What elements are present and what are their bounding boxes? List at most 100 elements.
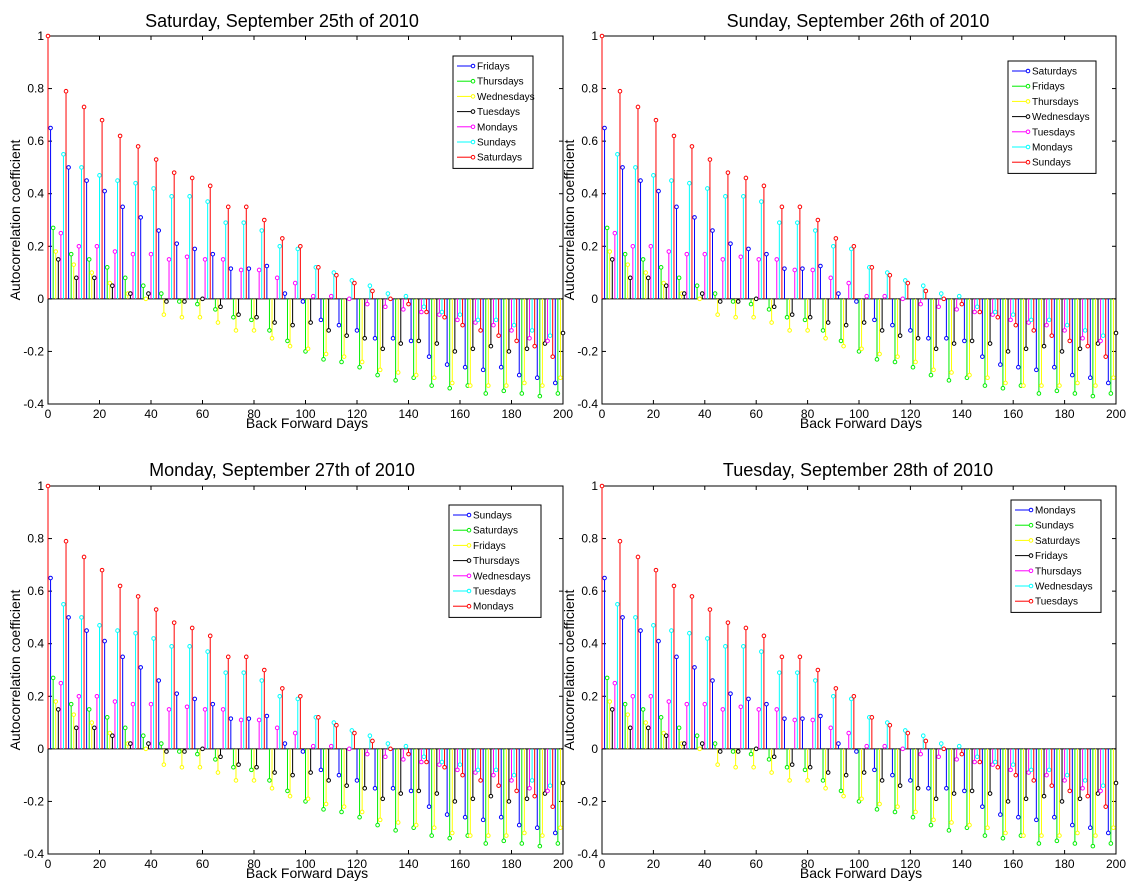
stem-marker — [110, 283, 115, 289]
stem-marker — [733, 314, 738, 320]
stem-marker — [1067, 788, 1073, 794]
stem-marker — [452, 349, 458, 354]
stem-marker — [398, 341, 404, 346]
legend-entry-sundays: Sundays — [473, 511, 512, 522]
y-tick-label: 0.2 — [27, 689, 44, 703]
stem-marker — [372, 785, 378, 791]
stem-marker — [238, 717, 244, 723]
stem-marker — [424, 309, 429, 315]
stem-marker — [413, 372, 419, 378]
stem-marker — [200, 746, 205, 752]
stem-marker — [434, 341, 440, 346]
stem-marker — [148, 701, 154, 707]
stem-marker — [146, 291, 151, 296]
stem-marker — [1057, 833, 1062, 838]
legend-swatch-marker — [1025, 159, 1031, 165]
stem-marker — [241, 220, 246, 225]
stem-marker — [514, 338, 519, 344]
stem-marker — [53, 249, 59, 254]
stem-marker — [267, 778, 272, 783]
stem-marker — [884, 720, 890, 725]
legend-entry-thursdays: Thursdays — [477, 77, 524, 88]
y-tick-label: -0.4 — [577, 847, 598, 861]
stem-marker — [1077, 796, 1083, 802]
stem-marker — [717, 299, 723, 304]
stem-marker — [1059, 799, 1065, 804]
stem-marker — [1049, 783, 1055, 788]
stem-marker — [856, 799, 862, 804]
stem-marker — [795, 220, 800, 225]
x-tick-label: 120 — [900, 857, 920, 871]
stem-marker — [743, 175, 749, 181]
stem-marker — [779, 654, 785, 660]
stem-marker — [398, 791, 404, 796]
x-tick-label: 0 — [599, 857, 606, 871]
stem-marker — [61, 601, 66, 607]
stem-marker — [236, 312, 241, 317]
stem-marker — [514, 788, 519, 794]
stem-marker — [66, 165, 71, 170]
x-tick-label: 0 — [45, 407, 52, 421]
stem-marker — [359, 809, 365, 815]
stem-marker — [473, 320, 478, 325]
legend: Mondays Sundays Saturdays Fridays Thursdays W… — [1010, 499, 1102, 613]
series-thursdays — [50, 225, 561, 399]
stem-marker — [1085, 793, 1091, 799]
stem-marker — [354, 328, 360, 333]
stem-marker — [390, 335, 396, 341]
x-axis-label: Back Forward Days — [246, 865, 368, 881]
stem-marker — [56, 707, 61, 712]
stem-marker — [102, 638, 107, 644]
stem-marker — [1072, 391, 1078, 396]
y-tick-label: 0.2 — [581, 689, 598, 703]
stem-marker — [995, 314, 1001, 320]
stem-marker — [264, 263, 270, 269]
stem-marker — [447, 385, 453, 391]
stem-marker — [926, 335, 931, 341]
stem-marker — [897, 783, 903, 788]
y-tick-label: 0.8 — [581, 532, 598, 546]
stem-marker — [1100, 333, 1106, 338]
stem-marker — [117, 133, 123, 139]
stem-marker — [61, 151, 66, 157]
stem-marker — [375, 822, 380, 828]
stem-marker — [243, 204, 249, 210]
stem-marker — [956, 743, 962, 749]
stem-marker — [851, 693, 857, 699]
legend-swatch-marker — [1028, 522, 1034, 528]
stem-marker — [599, 483, 605, 489]
stem-marker — [336, 772, 342, 778]
stem-marker — [771, 754, 777, 760]
stem-marker — [140, 283, 146, 289]
stem-marker — [202, 257, 208, 262]
stem-marker — [377, 367, 383, 373]
stem-marker — [1005, 799, 1011, 804]
stem-marker — [362, 335, 368, 341]
y-tick-label: 0.2 — [27, 239, 44, 253]
stem-marker — [877, 351, 882, 357]
stem-marker — [501, 838, 507, 844]
stem-marker — [48, 125, 53, 131]
legend-swatch-marker — [466, 527, 472, 533]
stem-marker — [789, 762, 795, 767]
stem-marker — [504, 833, 509, 838]
stem-marker — [86, 707, 92, 712]
stem-marker — [290, 772, 295, 778]
stem-marker — [282, 291, 288, 296]
stem-marker — [377, 817, 383, 823]
stem-marker — [851, 243, 857, 249]
stem-marker — [452, 799, 458, 804]
stem-marker — [640, 257, 646, 262]
stem-marker — [895, 354, 900, 359]
y-tick-label: 0 — [591, 742, 598, 756]
stem-marker — [864, 293, 870, 299]
stem-marker — [1041, 343, 1047, 349]
series-wednesdays — [53, 249, 563, 388]
stem-marker — [207, 633, 213, 639]
stem-marker — [612, 680, 618, 686]
y-tick-label: 0.4 — [581, 637, 598, 651]
series-wednesdays — [58, 680, 550, 794]
stem-marker — [516, 822, 522, 828]
stem-marker — [977, 759, 983, 765]
